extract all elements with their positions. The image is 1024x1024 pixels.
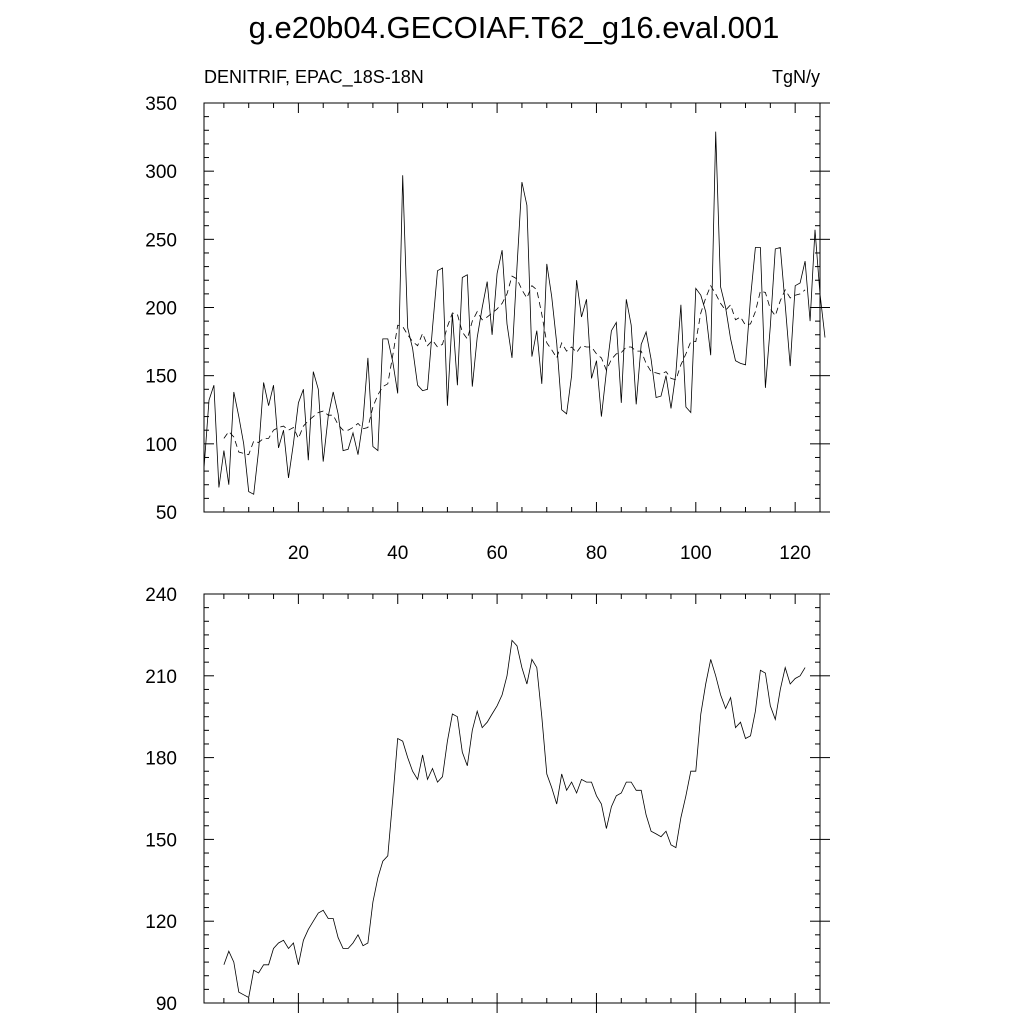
y-tick-label: 180 — [145, 749, 177, 770]
y-tick-label: 120 — [145, 912, 177, 933]
y-tick-label: 200 — [145, 299, 177, 320]
y-tick-label: 210 — [145, 667, 177, 688]
y-tick-label: 350 — [145, 94, 177, 115]
x-tick-label: 80 — [586, 543, 607, 564]
figure-title: g.e20b04.GECOIAF.T62_g16.eval.001 — [249, 10, 780, 45]
series-line — [223, 639, 806, 999]
y-tick-label: 90 — [156, 994, 177, 1015]
y-tick-label: 150 — [145, 830, 177, 851]
running-mean-line — [223, 275, 806, 456]
units-label: TgN/y — [772, 67, 820, 87]
x-tick-label: 100 — [680, 543, 712, 564]
plot-frame — [203, 593, 821, 1004]
y-tick-label: 240 — [145, 585, 177, 606]
y-tick-label: 100 — [145, 435, 177, 456]
x-tick-label: 60 — [487, 543, 508, 564]
y-tick-label: 250 — [145, 230, 177, 251]
x-tick-label: 20 — [288, 543, 309, 564]
bottom-panel: 90 120 150 180 210 240 — [145, 585, 830, 1015]
y-tick-label: 150 — [145, 367, 177, 388]
x-tick-label: 40 — [387, 543, 408, 564]
series-line — [203, 131, 826, 495]
x-tick-label: 120 — [779, 543, 811, 564]
y-tick-label: 50 — [156, 503, 177, 524]
top-panel: 20 40 60 80 100 120 50 100 150 200 250 300 350 — [145, 94, 830, 564]
y-tick-label: 300 — [145, 162, 177, 183]
series-label: DENITRIF, EPAC_18S-18N — [204, 67, 424, 88]
